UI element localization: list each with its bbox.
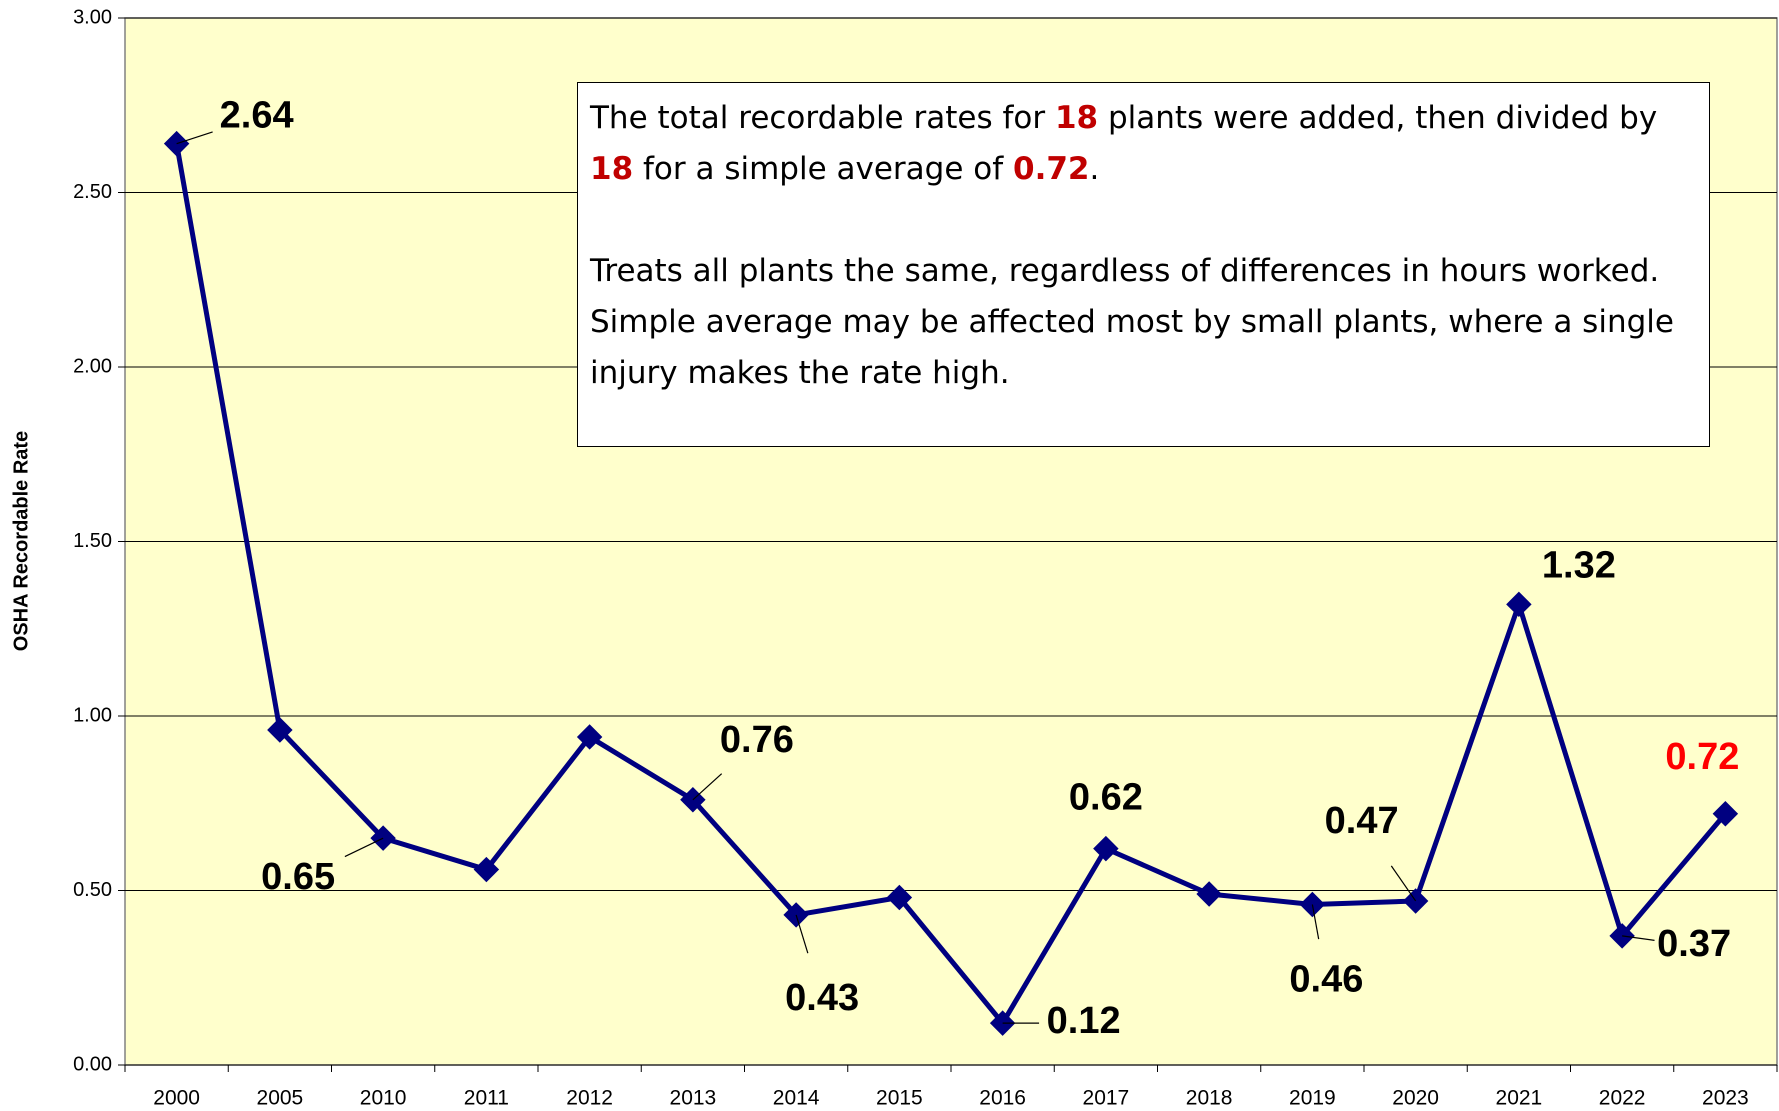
- y-tick-label: 0.50: [73, 879, 112, 901]
- data-label: 0.76: [720, 719, 794, 761]
- annotation-text: The total recordable rates for: [590, 100, 1055, 136]
- x-tick-label: 2011: [464, 1087, 509, 1110]
- x-tick-label: 2015: [876, 1087, 923, 1110]
- leader-line: [344, 837, 384, 858]
- y-tick-label: 3.00: [73, 6, 112, 28]
- x-tick-label: 2020: [1392, 1087, 1439, 1110]
- data-label: 0.37: [1657, 923, 1731, 965]
- x-tick-label: 2014: [773, 1087, 820, 1110]
- annotation-text: for a simple average of: [633, 151, 1013, 187]
- annotation-text: .: [1089, 151, 1100, 187]
- leader-line: [795, 914, 809, 954]
- data-label: 0.62: [1069, 777, 1143, 819]
- leader-line: [692, 773, 723, 801]
- y-tick-label: 2.50: [73, 181, 112, 203]
- series-line: [174, 143, 1728, 1026]
- data-label: 0.43: [785, 977, 859, 1019]
- data-label: 0.46: [1289, 958, 1363, 1000]
- annotation-highlight: 18: [590, 151, 634, 187]
- marker: [886, 884, 913, 911]
- data-label: 1.32: [1542, 544, 1616, 586]
- leader-line: [1390, 865, 1417, 902]
- annotation-text: Treats all plants the same, regardless o…: [590, 253, 1674, 391]
- data-label: 0.12: [1047, 1000, 1121, 1042]
- y-tick-label: 2.00: [73, 355, 112, 377]
- annotation-text: plants were added, then divided by: [1098, 100, 1658, 136]
- x-tick-label: 2021: [1496, 1087, 1543, 1110]
- leader-line: [1622, 935, 1655, 941]
- x-tick-label: 2005: [257, 1087, 304, 1110]
- y-axis-title: OSHA Recordable Rate: [10, 431, 32, 651]
- leader-line: [1311, 904, 1320, 940]
- marker: [267, 717, 293, 743]
- x-tick-label: 2022: [1599, 1087, 1646, 1110]
- x-tick-label: 2018: [1186, 1087, 1233, 1110]
- y-tick-label: 1.50: [73, 530, 112, 552]
- marker: [473, 856, 500, 883]
- y-tick-label: 1.00: [73, 704, 112, 726]
- data-label: 0.72: [1665, 736, 1739, 778]
- x-tick-label: 2000: [153, 1087, 200, 1110]
- annotation-highlight: 0.72: [1013, 151, 1090, 187]
- annotation-paragraph: The total recordable rates for 18 plants…: [590, 93, 1697, 195]
- x-tick-label: 2012: [566, 1087, 613, 1110]
- y-tick-label: 0.00: [73, 1053, 112, 1075]
- x-tick-label: 2023: [1702, 1087, 1749, 1110]
- data-label: 0.65: [261, 856, 335, 898]
- data-label: 2.64: [220, 95, 294, 137]
- leader-line: [176, 131, 213, 145]
- x-tick-label: 2010: [360, 1087, 407, 1110]
- x-tick-label: 2016: [979, 1087, 1026, 1110]
- x-tick-label: 2017: [1083, 1087, 1130, 1110]
- data-label: 0.47: [1325, 800, 1399, 842]
- marker: [576, 724, 603, 750]
- x-tick-label: 2019: [1289, 1087, 1336, 1110]
- annotation-paragraph: Treats all plants the same, regardless o…: [590, 246, 1697, 399]
- x-tick-label: 2013: [670, 1087, 717, 1110]
- annotation: The total recordable rates for 18 plants…: [577, 82, 1710, 447]
- annotation-highlight: 18: [1054, 100, 1099, 136]
